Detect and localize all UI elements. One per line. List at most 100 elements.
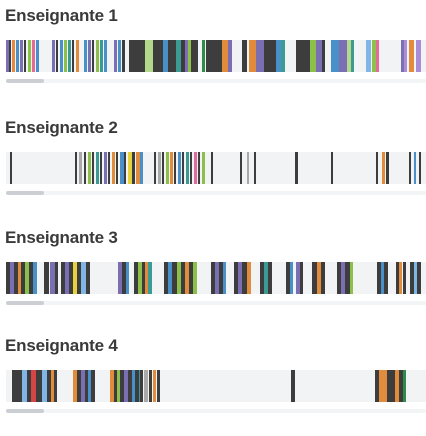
timeline-session-block[interactable] — [350, 262, 353, 294]
timeline-session-block[interactable] — [77, 370, 81, 402]
timeline-session-block[interactable] — [92, 152, 94, 184]
timeline-session-block[interactable] — [138, 262, 142, 294]
scrollbar-thumb[interactable] — [6, 301, 44, 305]
timeline-session-block[interactable] — [114, 370, 117, 402]
timeline-session-block[interactable] — [6, 40, 9, 72]
timeline-session-block[interactable] — [28, 40, 31, 72]
timeline-session-block[interactable] — [128, 370, 132, 402]
timeline-session-block[interactable] — [384, 262, 388, 294]
timeline-session-block[interactable] — [145, 262, 148, 294]
timeline-session-block[interactable] — [164, 262, 168, 294]
timeline-session-block[interactable] — [322, 40, 325, 72]
timeline-session-block[interactable] — [132, 152, 135, 184]
timeline-session-block[interactable] — [12, 40, 15, 72]
timeline-session-block[interactable] — [202, 152, 205, 184]
timeline-session-block[interactable] — [96, 40, 99, 72]
scrollbar-thumb[interactable] — [6, 191, 44, 195]
timeline-session-block[interactable] — [223, 262, 226, 294]
timeline-session-block[interactable] — [114, 40, 117, 72]
timeline-session-block[interactable] — [276, 40, 281, 72]
timeline-session-block[interactable] — [149, 370, 152, 402]
timeline-session-block[interactable] — [75, 152, 77, 184]
timeline-session-block[interactable] — [29, 262, 33, 294]
timeline-session-block[interactable] — [56, 40, 58, 72]
timeline-session-block[interactable] — [10, 152, 12, 184]
horizontal-scrollbar[interactable] — [6, 191, 426, 195]
timeline-session-block[interactable] — [347, 40, 351, 72]
timeline-session-block[interactable] — [154, 152, 156, 184]
timeline-session-block[interactable] — [198, 152, 200, 184]
timeline-session-block[interactable] — [178, 152, 181, 184]
timeline-session-block[interactable] — [166, 152, 169, 184]
timeline-session-block[interactable] — [185, 262, 189, 294]
timeline-session-block[interactable] — [158, 152, 161, 184]
timeline-session-block[interactable] — [341, 262, 345, 294]
timeline-session-block[interactable] — [399, 370, 403, 402]
timeline-session-block[interactable] — [100, 40, 103, 72]
timeline-session-block[interactable] — [170, 152, 173, 184]
timeline-session-block[interactable] — [120, 152, 124, 184]
timeline-session-block[interactable] — [194, 152, 197, 184]
timeline-session-block[interactable] — [310, 40, 316, 72]
timeline-session-block[interactable] — [104, 152, 107, 184]
timeline-session-block[interactable] — [414, 152, 416, 184]
timeline-session-block[interactable] — [81, 262, 86, 294]
timeline-session-block[interactable] — [264, 40, 276, 72]
timeline-session-block[interactable] — [116, 152, 118, 184]
timeline-session-block[interactable] — [6, 262, 10, 294]
timeline-session-block[interactable] — [126, 262, 129, 294]
timeline-session-block[interactable] — [124, 370, 128, 402]
timeline-session-block[interactable] — [33, 262, 37, 294]
timeline-session-block[interactable] — [177, 262, 181, 294]
timeline-session-block[interactable] — [135, 370, 139, 402]
timeline-session-block[interactable] — [291, 370, 295, 402]
timeline-session-block[interactable] — [140, 370, 143, 402]
timeline-session-block[interactable] — [51, 370, 54, 402]
timeline-session-block[interactable] — [191, 40, 198, 72]
scrollbar-thumb[interactable] — [6, 409, 44, 413]
timeline-session-block[interactable] — [403, 370, 406, 402]
timeline-session-block[interactable] — [72, 40, 74, 72]
timeline-session-block[interactable] — [414, 262, 417, 294]
timeline-session-block[interactable] — [281, 40, 285, 72]
timeline-session-block[interactable] — [153, 40, 163, 72]
timeline-session-block[interactable] — [256, 40, 264, 72]
timeline-session-block[interactable] — [79, 152, 82, 184]
timeline-session-block[interactable] — [211, 262, 215, 294]
timeline-session-block[interactable] — [416, 40, 421, 72]
timeline-session-block[interactable] — [68, 40, 71, 72]
timeline-session-block[interactable] — [419, 152, 421, 184]
timeline-session-block[interactable] — [317, 262, 321, 294]
timeline-session-block[interactable] — [190, 152, 192, 184]
timeline-session-block[interactable] — [86, 262, 90, 294]
timeline-session-block[interactable] — [47, 370, 51, 402]
timeline-session-block[interactable] — [88, 152, 91, 184]
timeline-session-block[interactable] — [77, 262, 81, 294]
horizontal-scrollbar[interactable] — [6, 301, 426, 305]
timeline-session-block[interactable] — [219, 262, 223, 294]
timeline-session-block[interactable] — [211, 152, 213, 184]
timeline-session-block[interactable] — [14, 262, 18, 294]
timeline-session-block[interactable] — [260, 262, 264, 294]
timeline-session-block[interactable] — [185, 40, 188, 72]
timeline-session-block[interactable] — [202, 40, 205, 72]
timeline-session-block[interactable] — [331, 152, 333, 184]
timeline-session-block[interactable] — [372, 40, 376, 72]
timeline-session-block[interactable] — [55, 262, 58, 294]
timeline-session-block[interactable] — [345, 262, 350, 294]
timeline-session-block[interactable] — [122, 262, 126, 294]
timeline-session-block[interactable] — [31, 370, 36, 402]
timeline-session-block[interactable] — [247, 152, 249, 184]
timeline-session-block[interactable] — [52, 40, 55, 72]
timeline-session-block[interactable] — [181, 40, 185, 72]
timeline-session-block[interactable] — [144, 370, 148, 402]
timeline-session-block[interactable] — [16, 40, 19, 72]
timeline-session-block[interactable] — [339, 40, 347, 72]
timeline-session-block[interactable] — [84, 152, 86, 184]
timeline-session-block[interactable] — [110, 370, 114, 402]
timeline-session-block[interactable] — [24, 40, 26, 72]
timeline-session-block[interactable] — [85, 370, 88, 402]
timeline-session-block[interactable] — [399, 262, 402, 294]
timeline-session-block[interactable] — [321, 262, 325, 294]
timeline-session-block[interactable] — [129, 40, 145, 72]
